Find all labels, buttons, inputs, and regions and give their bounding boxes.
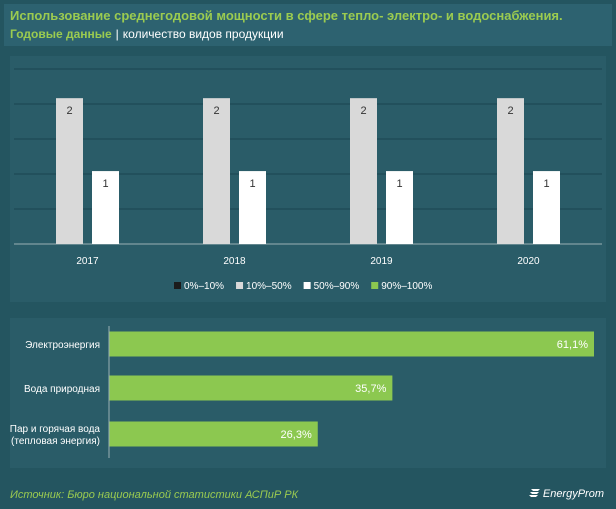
hbar-value-label: 35,7% xyxy=(355,383,386,395)
bar xyxy=(92,171,119,244)
category-label: Электроэнергия xyxy=(25,340,100,351)
bar xyxy=(56,98,83,245)
bar-value-label: 2 xyxy=(360,105,366,117)
energyprom-logo-icon xyxy=(528,489,540,497)
bar-value-label: 1 xyxy=(249,178,255,190)
legend-label: 90%–100% xyxy=(381,281,432,292)
bar xyxy=(203,98,230,245)
hbar xyxy=(109,375,393,401)
brand-logo: EnergyProm xyxy=(528,488,604,500)
subtitle-unit: количество видов продукции xyxy=(122,27,284,41)
category-label: Вода природная xyxy=(24,384,100,395)
bar-value-label: 1 xyxy=(396,178,402,190)
bar xyxy=(350,98,377,245)
bar xyxy=(239,171,266,244)
subtitle-separator: | xyxy=(115,27,119,41)
bar-value-label: 2 xyxy=(66,105,72,117)
chart-subtitle: Годовые данные | количество видов продукци… xyxy=(10,27,284,41)
legend-swatch xyxy=(236,282,244,289)
bar-value-label: 1 xyxy=(543,178,549,190)
legend-label: 10%–50% xyxy=(246,281,292,292)
legend-label: 0%–10% xyxy=(184,281,224,292)
bar-value-label: 2 xyxy=(507,105,513,117)
hbar-value-label: 61,1% xyxy=(557,339,588,351)
bar xyxy=(533,171,560,244)
category-label: (тепловая энергия) xyxy=(11,436,100,447)
bar-value-label: 1 xyxy=(102,178,108,190)
category-label: Пар и горячая вода xyxy=(10,424,101,435)
bar xyxy=(386,171,413,244)
hbar xyxy=(109,331,594,357)
x-tick-label: 2017 xyxy=(76,256,99,267)
subtitle-period: Годовые данные xyxy=(10,27,112,41)
hbar-value-label: 26,3% xyxy=(281,429,312,441)
header-band xyxy=(4,4,612,46)
legend-swatch xyxy=(174,282,181,289)
source-note: Источник: Бюро национальной статистики А… xyxy=(10,489,299,501)
legend-swatch xyxy=(371,282,379,289)
chart-title: Использование среднегодовой мощности в с… xyxy=(10,8,563,23)
bar-value-label: 2 xyxy=(213,105,219,117)
x-tick-label: 2020 xyxy=(517,256,540,267)
x-tick-label: 2019 xyxy=(370,256,393,267)
bar xyxy=(497,98,524,245)
legend-swatch xyxy=(303,282,311,289)
x-tick-label: 2018 xyxy=(223,256,246,267)
legend-label: 50%–90% xyxy=(314,281,360,292)
brand-logo-text: EnergyProm xyxy=(542,488,604,500)
hbar xyxy=(109,421,318,447)
